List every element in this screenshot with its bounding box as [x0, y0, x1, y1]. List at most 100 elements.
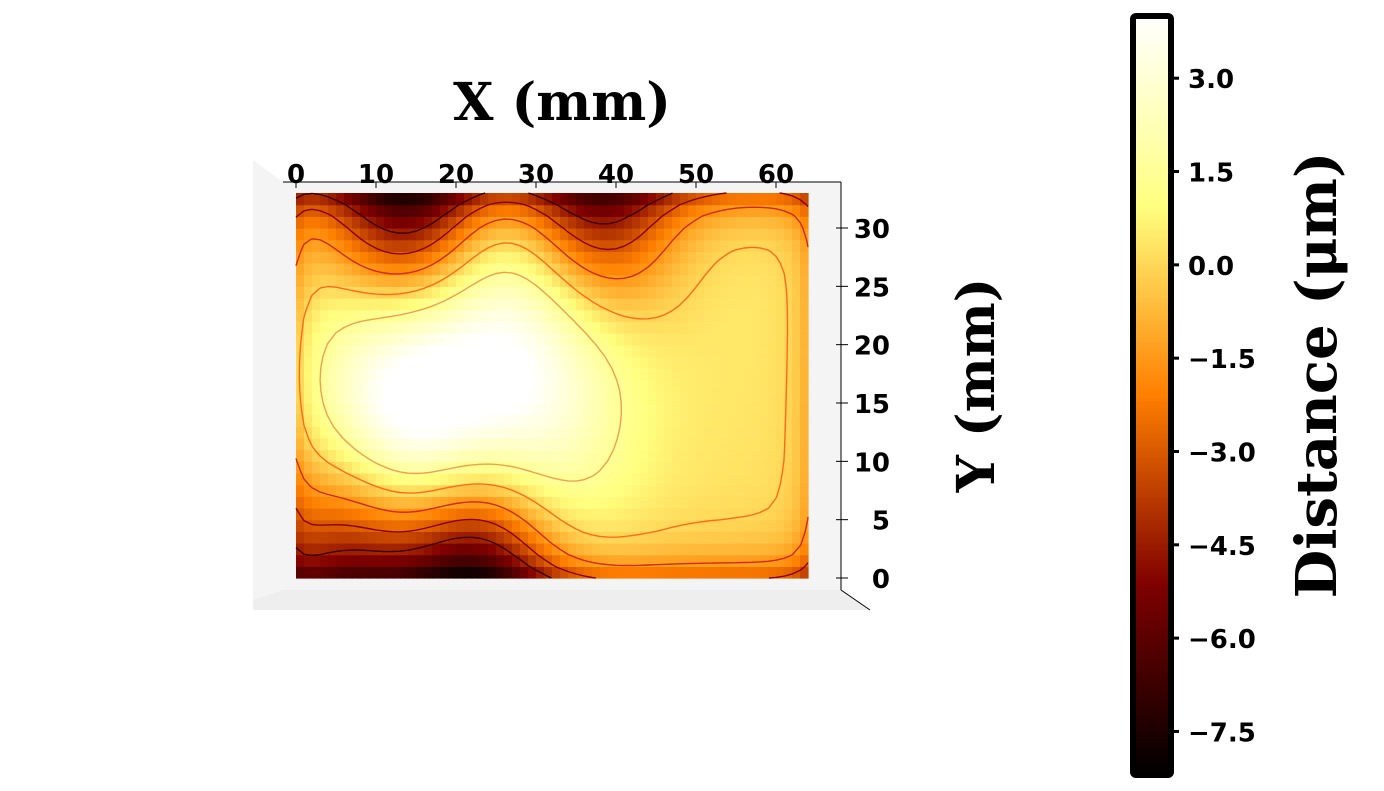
heatmap-cell	[720, 333, 729, 346]
heatmap-cell	[528, 216, 537, 229]
heatmap-cell	[648, 543, 657, 556]
heatmap-cell	[640, 519, 649, 532]
heatmap-cell	[744, 274, 753, 287]
heatmap-cell	[496, 333, 505, 346]
heatmap-cell	[480, 204, 489, 217]
heatmap-cell	[800, 496, 809, 509]
heatmap-cell	[432, 309, 441, 322]
heatmap-cell	[584, 356, 593, 369]
heatmap-cell	[776, 193, 785, 206]
heatmap-cell	[784, 298, 793, 311]
heatmap-cell	[448, 333, 457, 346]
heatmap-cell	[640, 531, 649, 544]
heatmap-cell	[464, 216, 473, 229]
heatmap-cell	[544, 204, 553, 217]
heatmap-cell	[800, 368, 809, 381]
heatmap-cell	[512, 414, 521, 427]
heatmap-cell	[424, 228, 433, 241]
heatmap-cell	[704, 449, 713, 462]
heatmap-cell	[544, 228, 553, 241]
heatmap-cell	[472, 473, 481, 486]
heatmap-cell	[600, 461, 609, 474]
heatmap-cell	[384, 356, 393, 369]
heatmap-cell	[784, 344, 793, 357]
heatmap-cell	[776, 414, 785, 427]
heatmap-cell	[336, 566, 345, 579]
heatmap-cell	[352, 321, 361, 334]
heatmap-cell	[472, 379, 481, 392]
heatmap-cell	[528, 274, 537, 287]
heatmap-cell	[400, 519, 409, 532]
heatmap-cell	[344, 228, 353, 241]
heatmap-cell	[296, 461, 305, 474]
heatmap-cell	[352, 216, 361, 229]
heatmap-cell	[760, 193, 769, 206]
heatmap-cell	[552, 438, 561, 451]
heatmap-cell	[480, 508, 489, 521]
heatmap-cell	[752, 204, 761, 217]
heatmap-cell	[592, 496, 601, 509]
heatmap-cell	[432, 391, 441, 404]
heatmap-cell	[496, 484, 505, 497]
heatmap-cell	[296, 473, 305, 486]
heatmap-cell	[696, 519, 705, 532]
heatmap-cell	[632, 204, 641, 217]
heatmap-cell	[376, 263, 385, 276]
heatmap-cell	[336, 461, 345, 474]
heatmap-cell	[304, 263, 313, 276]
heatmap-cell	[640, 484, 649, 497]
heatmap-cell	[624, 321, 633, 334]
heatmap-cell	[472, 543, 481, 556]
heatmap-cell	[640, 193, 649, 206]
heatmap-cell	[360, 519, 369, 532]
heatmap-cell	[312, 228, 321, 241]
heatmap-cell	[800, 321, 809, 334]
heatmap-cell	[736, 543, 745, 556]
heatmap-cell	[792, 298, 801, 311]
heatmap-cell	[760, 321, 769, 334]
heatmap-cell	[592, 356, 601, 369]
heatmap-cell	[784, 543, 793, 556]
heatmap-cell	[456, 566, 465, 579]
heatmap-cell	[664, 543, 673, 556]
heatmap-cell	[760, 519, 769, 532]
heatmap-cell	[560, 204, 569, 217]
heatmap-cell	[560, 239, 569, 252]
heatmap-cell	[480, 543, 489, 556]
heatmap-cell	[736, 228, 745, 241]
heatmap-cell	[344, 414, 353, 427]
heatmap-cell	[496, 216, 505, 229]
heatmap-cell	[536, 554, 545, 567]
heatmap-cell	[304, 368, 313, 381]
heatmap-cell	[520, 531, 529, 544]
heatmap-cell	[536, 508, 545, 521]
heatmap-cell	[560, 473, 569, 486]
heatmap-cell	[496, 368, 505, 381]
heatmap-cell	[800, 484, 809, 497]
heatmap-cell	[504, 566, 513, 579]
heatmap-cell	[568, 426, 577, 439]
heatmap-cell	[680, 391, 689, 404]
heatmap-cell	[368, 403, 377, 416]
heatmap-cell	[536, 356, 545, 369]
heatmap-cell	[784, 263, 793, 276]
heatmap-cell	[792, 403, 801, 416]
heatmap-cell	[544, 251, 553, 264]
heatmap-cell	[736, 344, 745, 357]
heatmap-cell	[672, 496, 681, 509]
heatmap-cell	[752, 333, 761, 346]
heatmap-cell	[400, 414, 409, 427]
heatmap-cell	[712, 496, 721, 509]
heatmap-cell	[696, 298, 705, 311]
heatmap-cell	[800, 449, 809, 462]
heatmap-cell	[656, 204, 665, 217]
heatmap-cell	[672, 298, 681, 311]
heatmap-cell	[608, 449, 617, 462]
heatmap-cell	[704, 473, 713, 486]
heatmap-cell	[352, 531, 361, 544]
heatmap-cell	[744, 286, 753, 299]
heatmap-cell	[584, 414, 593, 427]
heatmap-cell	[584, 263, 593, 276]
heatmap-cell	[392, 356, 401, 369]
heatmap-cell	[680, 251, 689, 264]
